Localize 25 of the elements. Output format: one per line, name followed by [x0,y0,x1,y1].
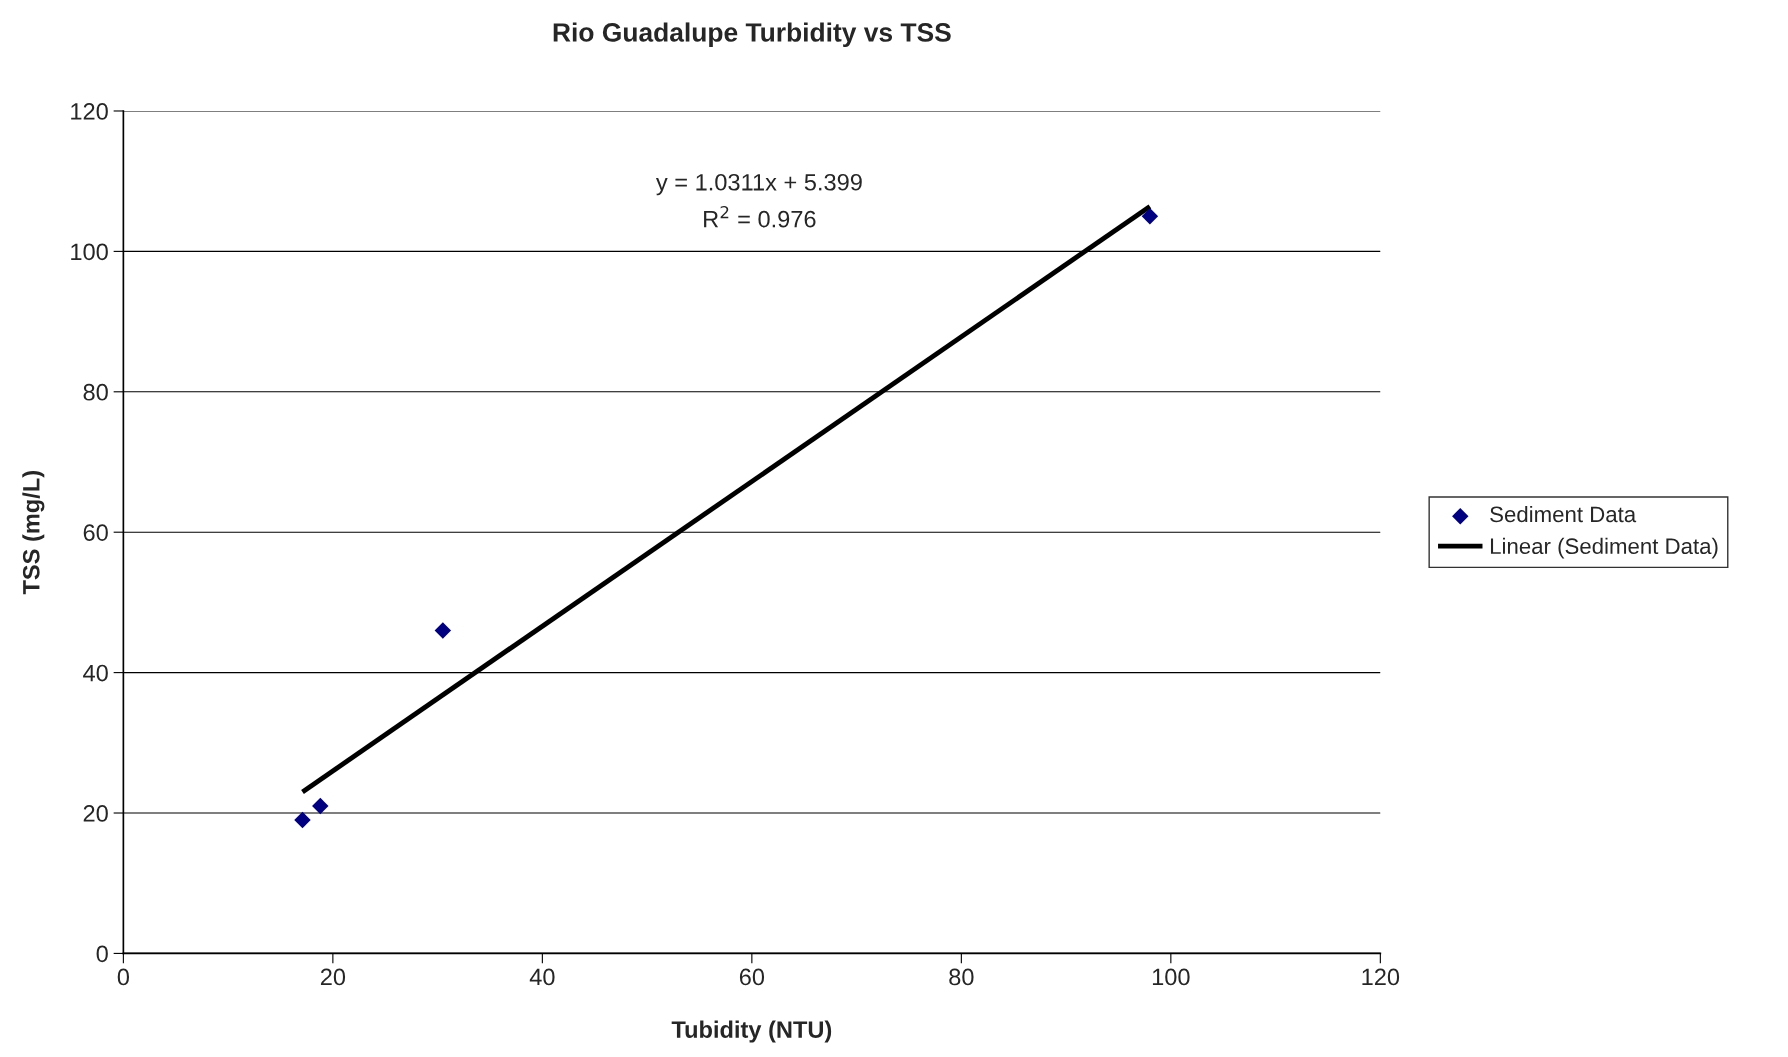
x-tick-label: 60 [739,968,765,986]
annotation: y = 1.0311x + 5.399 [655,173,862,196]
y-tick-label: 80 [83,383,108,401]
y-tick-label: 40 [83,664,108,682]
x-tick-label: 40 [529,968,555,986]
x-tick-label: 20 [320,968,346,986]
chart-title: Rio Guadalupe Turbidity vs TSS [553,22,951,48]
point [1141,208,1159,225]
y-axis-title: TSS (mg/L) [22,471,45,595]
x-axis-title: Tubidity (NTU) [671,1020,832,1043]
legend-label: Sediment Data [1490,505,1637,523]
x-tick-label: 0 [117,968,130,986]
point [294,811,311,829]
x-tick-label: 100 [1152,968,1190,986]
x-tick-label: 80 [949,968,974,986]
x-tick-label: 120 [1362,968,1400,986]
point [312,797,329,815]
y-tick-label: 100 [71,243,108,261]
y-tick-label: 0 [96,945,108,963]
legend-label: Linear (Sediment Data) [1490,537,1718,559]
y-tick-label: 120 [71,103,108,120]
y-tick-label: 20 [83,805,108,822]
annotation: R$^{2}$ = 0.976 [704,205,816,228]
point [434,622,452,639]
y-tick-label: 60 [83,524,108,541]
